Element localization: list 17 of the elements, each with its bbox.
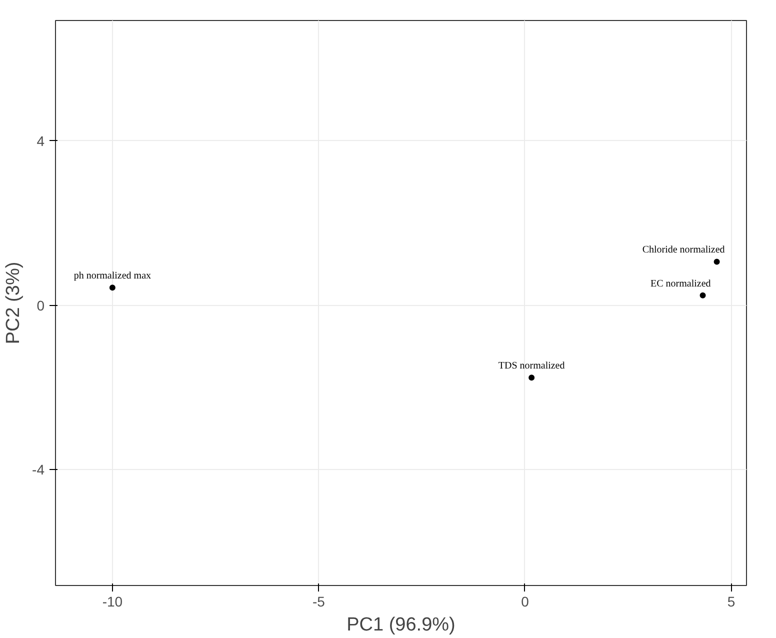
point xyxy=(700,292,706,298)
annotation: ph normalized max xyxy=(74,270,152,282)
x-tick-label: -10 xyxy=(102,594,123,610)
x-tick-label: -5 xyxy=(312,594,326,610)
y-tick-label: 0 xyxy=(36,297,45,314)
annotation: Chloride normalized xyxy=(642,244,725,256)
y-tick-label: 4 xyxy=(36,132,45,149)
annotation: TDS normalized xyxy=(498,360,565,372)
point xyxy=(714,258,720,265)
point xyxy=(109,284,116,291)
point xyxy=(528,374,535,381)
y-axis-title: PC2 (3%) xyxy=(3,262,24,344)
y-tick-label: -4 xyxy=(32,462,45,478)
annotation: EC normalized xyxy=(650,278,711,290)
x-tick-label: 0 xyxy=(521,594,530,610)
x-axis-title: PC1 (96.9%) xyxy=(346,614,456,636)
x-tick-label: 5 xyxy=(727,594,736,610)
